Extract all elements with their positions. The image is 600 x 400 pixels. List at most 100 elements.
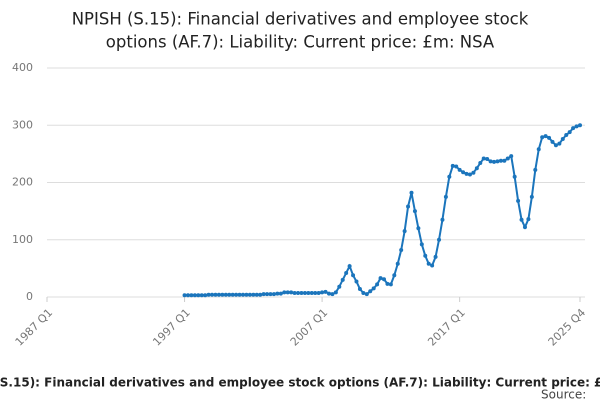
data-point — [378, 276, 383, 281]
data-point — [292, 290, 297, 295]
y-tick-label: 0 — [26, 290, 33, 303]
y-tick-label: 100 — [12, 233, 33, 246]
data-point — [567, 130, 572, 135]
data-point — [550, 139, 555, 144]
x-tick-label: 2017 Q1 — [425, 306, 468, 349]
data-point — [488, 159, 493, 164]
data-point — [516, 198, 521, 203]
data-point — [254, 292, 259, 297]
data-point — [265, 292, 270, 297]
data-point — [412, 209, 417, 214]
data-point — [498, 158, 503, 163]
data-point — [199, 293, 204, 298]
data-point — [220, 292, 225, 297]
data-point — [234, 292, 239, 297]
data-point — [578, 123, 582, 128]
data-point — [206, 292, 211, 297]
data-point — [547, 135, 552, 140]
data-point — [364, 292, 369, 297]
data-point — [306, 290, 311, 295]
data-point — [533, 167, 538, 172]
data-point — [564, 132, 569, 137]
y-tick-label: 200 — [12, 176, 33, 189]
data-point — [447, 174, 452, 179]
data-point — [495, 159, 500, 164]
data-point — [189, 293, 194, 298]
data-point — [388, 282, 393, 287]
data-point — [519, 217, 524, 222]
data-point — [296, 290, 301, 295]
data-point — [471, 170, 476, 175]
data-point — [185, 293, 190, 298]
data-point — [557, 141, 562, 146]
data-point — [368, 289, 373, 294]
data-point — [302, 290, 307, 295]
x-tick-label: 1987 Q1 — [13, 306, 56, 349]
data-point — [203, 293, 208, 298]
data-point — [223, 292, 228, 297]
data-point — [371, 286, 376, 291]
data-point — [440, 217, 445, 222]
data-point — [481, 156, 486, 161]
data-point — [182, 293, 187, 298]
data-point — [237, 292, 242, 297]
data-point — [467, 172, 472, 177]
data-point — [192, 293, 197, 298]
data-point — [261, 292, 266, 297]
data-point — [509, 154, 514, 159]
data-point — [247, 292, 252, 297]
data-point — [502, 158, 507, 163]
data-point — [402, 229, 407, 234]
data-point — [450, 163, 455, 168]
y-tick-label: 300 — [12, 118, 33, 131]
data-point — [543, 134, 548, 139]
series-line — [184, 124, 581, 297]
data-point — [526, 217, 531, 222]
data-point — [278, 291, 283, 296]
data-point — [230, 292, 235, 297]
data-point — [419, 242, 424, 247]
data-point — [426, 261, 431, 266]
data-point — [268, 292, 273, 297]
data-point — [464, 171, 469, 176]
chart-title: NPISH (S.15): Financial derivatives and … — [72, 10, 529, 29]
data-point — [461, 170, 466, 175]
x-tick-label: 2025 Q4 — [546, 306, 589, 349]
data-point — [309, 290, 314, 295]
data-point — [271, 292, 276, 297]
data-point — [210, 292, 215, 297]
caption: NPISH (S.15): Financial derivatives and … — [0, 376, 600, 390]
data-point — [333, 290, 338, 295]
data-point — [474, 166, 479, 171]
data-point — [299, 290, 304, 295]
y-tick-label: 400 — [12, 61, 33, 74]
data-point — [392, 273, 397, 278]
data-point — [485, 157, 490, 162]
data-point — [406, 204, 411, 209]
data-point — [351, 273, 356, 278]
data-point — [282, 290, 287, 295]
data-point — [381, 277, 386, 282]
data-point — [454, 164, 459, 169]
data-point — [385, 281, 390, 286]
data-point — [330, 292, 335, 297]
data-point — [251, 292, 256, 297]
data-point — [540, 135, 545, 140]
data-point — [275, 291, 280, 296]
data-point — [433, 254, 438, 259]
data-point — [347, 264, 352, 269]
data-point — [536, 147, 541, 152]
data-point — [326, 291, 331, 296]
data-point — [227, 292, 232, 297]
data-point — [244, 292, 249, 297]
chart-title: options (AF.7): Liability: Current price… — [106, 33, 495, 52]
data-point — [357, 286, 362, 291]
data-point — [512, 174, 517, 179]
data-point — [196, 293, 201, 298]
data-point — [344, 270, 349, 275]
data-point — [313, 290, 318, 295]
data-point — [430, 263, 435, 268]
data-point — [492, 159, 497, 164]
data-point — [395, 261, 400, 266]
data-point — [316, 290, 321, 295]
